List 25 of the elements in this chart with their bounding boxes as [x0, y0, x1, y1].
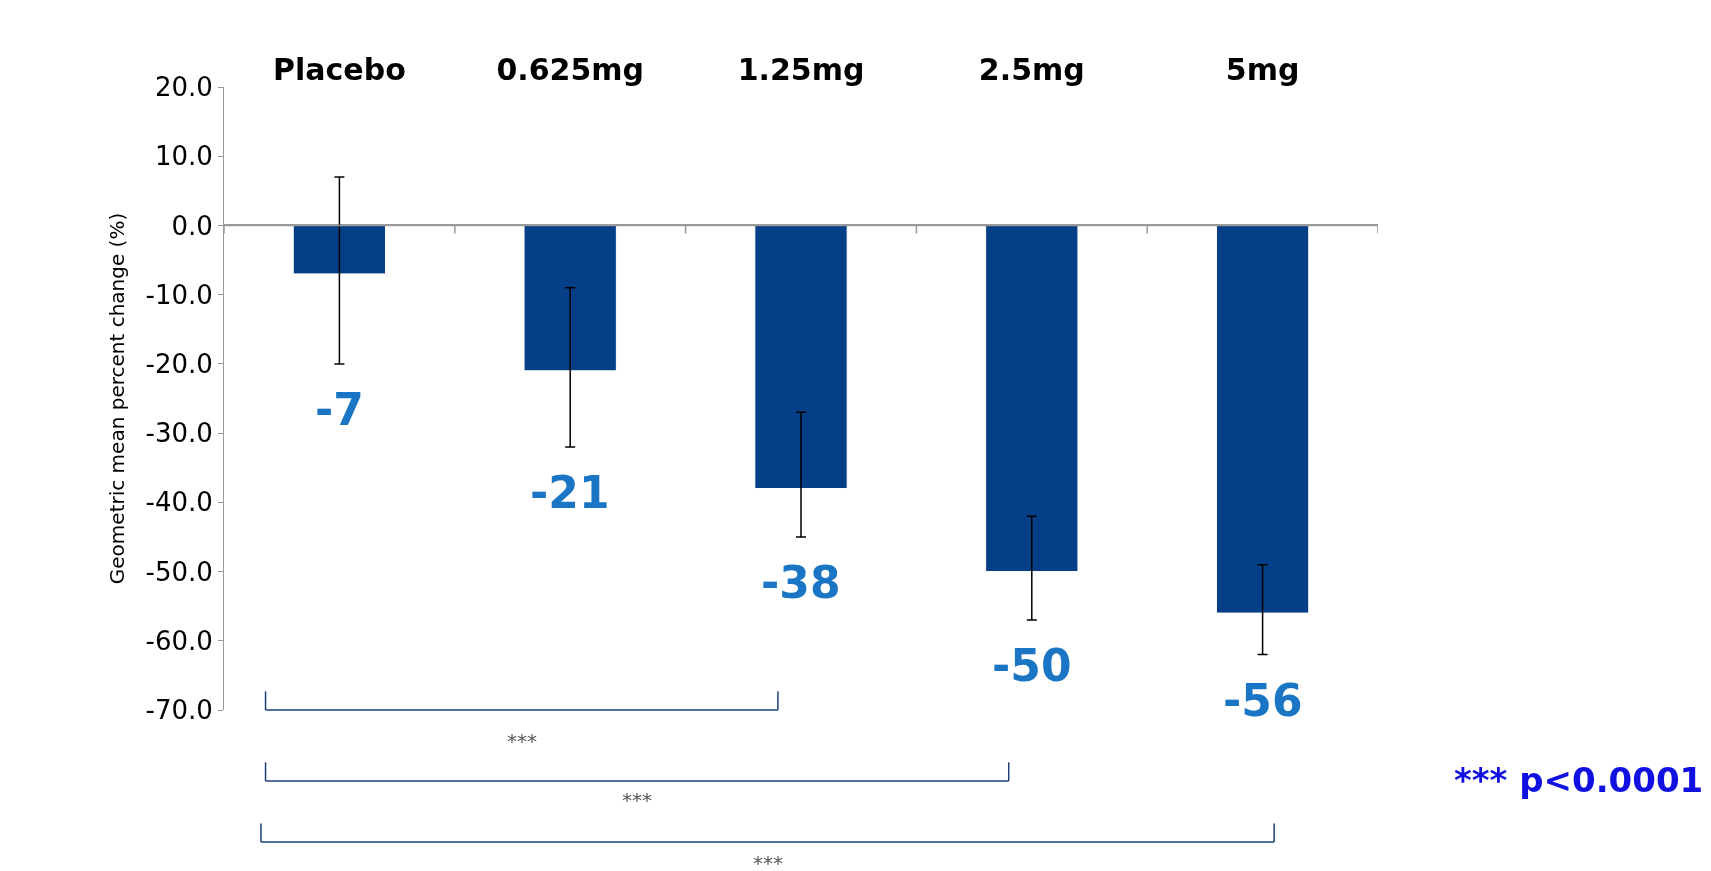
y-tick-label: -70.0: [145, 695, 213, 726]
y-axis-title: Geometric mean percent change (%): [105, 212, 130, 585]
y-tick-label: -60.0: [145, 625, 213, 656]
x-tick-label: Placebo: [273, 52, 406, 87]
y-tick-label: -20.0: [145, 348, 213, 379]
x-tick-label: 1.25mg: [737, 52, 865, 87]
text: *** p<0.0001: [1454, 760, 1704, 800]
y-tick-label: -30.0: [145, 418, 213, 449]
y-tick-label: -40.0: [145, 487, 213, 518]
x-tick-label: 0.625mg: [496, 52, 645, 87]
data-label: -56: [1223, 675, 1303, 726]
data-label: -38: [761, 557, 841, 608]
y-tick-label: 0.0: [171, 210, 213, 241]
y-tick-label: -50.0: [145, 556, 213, 587]
data-label: -21: [530, 467, 610, 518]
y-tick-label: -10.0: [145, 279, 213, 310]
data-label: -7: [315, 384, 364, 435]
text: ***: [622, 788, 652, 812]
x-tick-label: 5mg: [1225, 52, 1300, 87]
text: ***: [753, 851, 783, 871]
y-tick-label: 10.0: [154, 141, 213, 172]
x-tick-label: 2.5mg: [978, 52, 1085, 87]
y-tick-label: 20.0: [154, 72, 213, 103]
data-label: -50: [992, 640, 1072, 691]
text: ***: [507, 729, 537, 753]
